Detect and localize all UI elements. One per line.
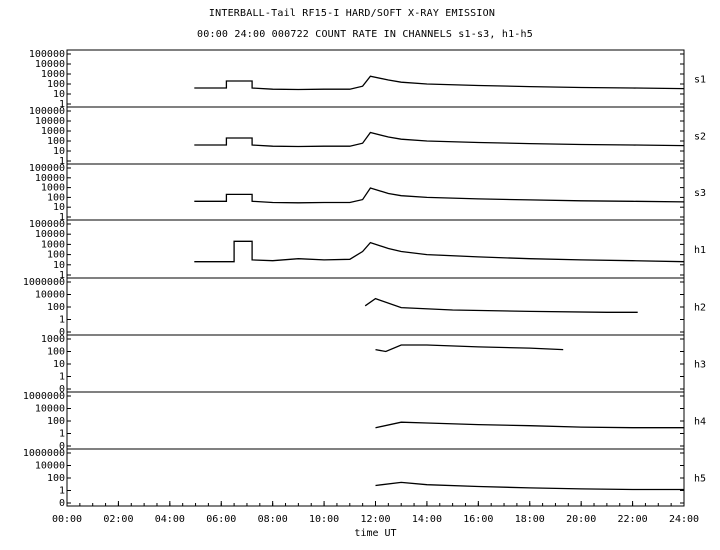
y-tick-label-h1-3: 100 [47,250,65,261]
y-tick-label-h3-2: 10 [53,359,65,370]
x-tick-label-0: 00:00 [52,514,82,525]
y-tick-label-h2-4: 0 [59,327,65,338]
y-tick-label-h1-1: 10000 [35,229,65,240]
channel-label-h2: h2 [694,303,706,314]
y-tick-label-h5-1: 10000 [35,461,65,472]
y-tick-label-s3-3: 100 [47,192,65,203]
y-tick-label-s2-2: 1000 [41,126,65,137]
y-tick-label-h1-5: 1 [59,270,65,281]
y-tick-label-h1-4: 10 [53,260,65,271]
y-tick-label-h4-1: 10000 [35,404,65,415]
y-tick-label-h4-0: 1000000 [23,391,65,402]
x-tick-label-10: 20:00 [566,514,596,525]
y-tick-label-s2-3: 100 [47,136,65,147]
panel-frame-h3 [66,334,685,393]
y-tick-label-s3-1: 10000 [35,173,65,184]
y-tick-label-h5-4: 0 [59,498,65,509]
y-tick-label-s2-0: 100000 [29,106,65,117]
chart-title: INTERBALL-Tail RF15-I HARD/SOFT X-RAY EM… [208,8,496,19]
y-tick-label-s1-4: 10 [53,89,65,100]
x-tick-label-7: 14:00 [412,514,442,525]
channel-label-h3: h3 [694,360,706,371]
channel-label-s3: s3 [694,188,706,199]
y-tick-label-s1-5: 1 [59,99,65,110]
panel-frame-s3 [66,163,685,221]
y-tick-label-h3-4: 0 [59,384,65,395]
y-tick-label-h2-2: 100 [47,302,65,313]
x-tick-label-1: 02:00 [103,514,133,525]
series-line-s1 [194,75,685,91]
y-tick-label-s3-4: 10 [53,202,65,213]
panel-frame-h5 [66,448,685,507]
panel-frame-s1 [66,49,685,108]
y-tick-label-h4-2: 100 [47,416,65,427]
y-tick-label-s1-3: 100 [47,79,65,90]
channel-label-s2: s2 [694,132,706,143]
y-tick-label-h1-2: 1000 [41,239,65,250]
panel-frame-h4 [66,391,685,450]
channel-label-s1: s1 [694,75,706,86]
y-tick-label-h4-4: 0 [59,441,65,452]
y-tick-label-s1-2: 1000 [41,69,65,80]
chart-subtitle: 00:00 24:00 000722 COUNT RATE IN CHANNEL… [197,29,533,40]
channel-label-h1: h1 [694,245,706,256]
x-tick-label-5: 10:00 [309,514,339,525]
y-tick-label-h2-1: 10000 [35,290,65,301]
y-tick-label-h3-0: 1000 [41,334,65,345]
x-tick-label-9: 18:00 [515,514,545,525]
y-tick-label-s2-5: 1 [59,156,65,167]
x-tick-label-6: 12:00 [360,514,390,525]
y-tick-label-s1-1: 10000 [35,59,65,70]
y-tick-label-s2-1: 10000 [35,116,65,127]
x-tick-label-3: 06:00 [206,514,236,525]
y-tick-label-h3-3: 1 [59,372,65,383]
series-line-h2 [364,297,638,313]
panel-frame-h1 [66,219,685,279]
y-tick-label-h5-3: 1 [59,486,65,497]
y-tick-label-s3-2: 1000 [41,183,65,194]
y-tick-label-h2-0: 1000000 [23,277,65,288]
y-tick-label-h3-1: 100 [47,347,65,358]
series-line-h1 [194,240,685,263]
y-tick-label-s3-0: 100000 [29,163,65,174]
x-tick-label-4: 08:00 [258,514,288,525]
x-tick-label-12: 24:00 [669,514,699,525]
x-tick-label-2: 04:00 [155,514,185,525]
panel-frame-s2 [66,106,685,165]
y-tick-label-h4-3: 1 [59,429,65,440]
series-line-h3 [375,344,564,353]
y-tick-label-s3-5: 1 [59,212,65,223]
y-tick-label-h5-0: 1000000 [23,448,65,459]
x-tick-label-8: 16:00 [463,514,493,525]
series-line-h4 [375,421,684,429]
series-line-s2 [194,131,685,148]
y-tick-label-h2-3: 1 [59,315,65,326]
x-axis-label: time UT [354,528,396,539]
y-tick-label-s1-0: 100000 [29,49,65,60]
channel-label-h5: h5 [694,474,706,485]
series-line-h5 [375,481,684,491]
y-tick-label-h5-2: 100 [47,473,65,484]
y-tick-label-h1-0: 100000 [29,219,65,230]
panel-frame-h2 [66,277,685,336]
x-tick-label-11: 22:00 [618,514,648,525]
channel-label-h4: h4 [694,417,706,428]
y-tick-label-s2-4: 10 [53,146,65,157]
series-line-s3 [194,187,685,204]
